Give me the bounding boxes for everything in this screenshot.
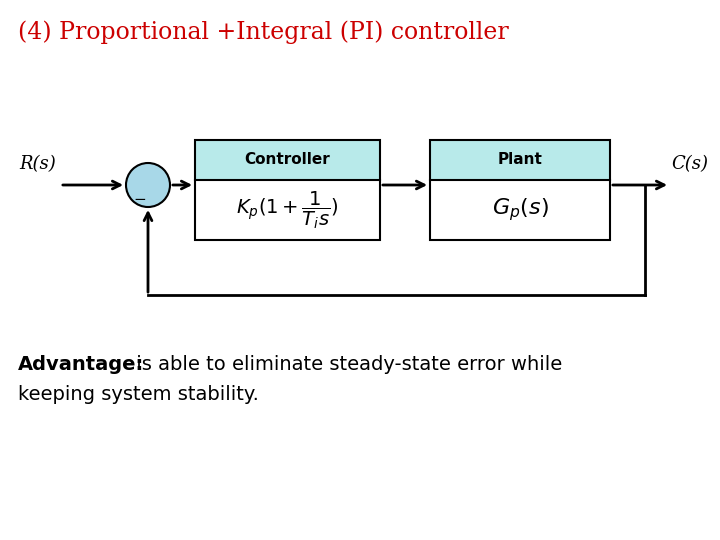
Text: $G_p(s)$: $G_p(s)$	[492, 197, 549, 224]
Text: C(s): C(s)	[672, 155, 708, 173]
Circle shape	[126, 163, 170, 207]
Text: Plant: Plant	[498, 152, 542, 167]
Text: $-$: $-$	[133, 190, 147, 205]
Text: Controller: Controller	[245, 152, 330, 167]
Bar	[195, 140, 380, 240]
Text: keeping system stability.: keeping system stability.	[18, 385, 259, 404]
Bar	[430, 140, 610, 180]
Bar	[430, 140, 610, 240]
Text: R(s): R(s)	[19, 155, 56, 173]
Text: $K_p(1+\dfrac{1}{T_i s})$: $K_p(1+\dfrac{1}{T_i s})$	[236, 190, 339, 231]
Text: is able to eliminate steady-state error while: is able to eliminate steady-state error …	[130, 355, 562, 374]
Bar	[195, 140, 380, 180]
Text: (4) Proportional +Integral (PI) controller: (4) Proportional +Integral (PI) controll…	[18, 20, 509, 44]
Text: Advantage:: Advantage:	[18, 355, 144, 374]
